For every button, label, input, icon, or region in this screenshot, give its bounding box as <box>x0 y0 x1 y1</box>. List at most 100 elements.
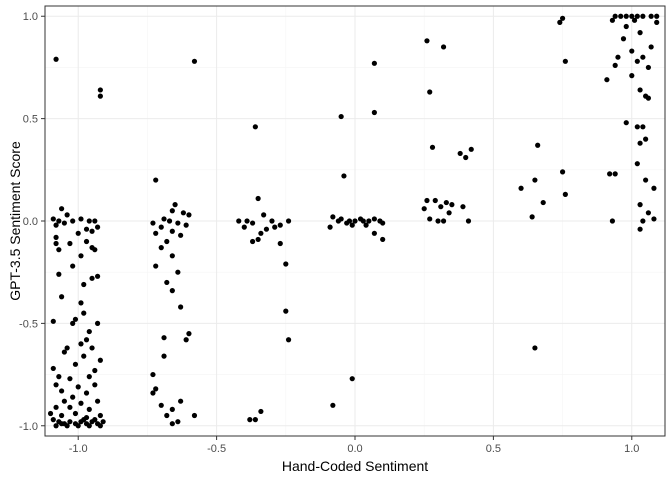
data-point <box>609 218 616 224</box>
data-point <box>637 226 643 232</box>
data-point <box>70 263 76 269</box>
data-point <box>86 218 92 224</box>
data-point <box>532 345 538 351</box>
data-point <box>640 218 646 224</box>
data-point <box>607 171 613 177</box>
y-tick-label: 1.0 <box>23 11 38 23</box>
data-point <box>648 13 654 19</box>
data-point <box>94 398 101 404</box>
data-point <box>349 376 355 382</box>
data-point <box>158 245 164 251</box>
data-point <box>89 228 95 234</box>
data-point <box>327 224 333 230</box>
x-tick-label: -1.0 <box>69 443 88 455</box>
data-point <box>629 73 635 79</box>
data-point <box>94 273 101 279</box>
data-point <box>440 218 447 224</box>
data-point <box>175 220 181 226</box>
data-point <box>169 421 175 427</box>
data-point <box>78 400 84 406</box>
data-point <box>236 218 242 224</box>
data-point <box>263 226 270 232</box>
data-point <box>371 109 377 116</box>
data-point <box>252 417 258 423</box>
data-point <box>604 77 610 83</box>
data-point <box>618 13 624 19</box>
data-point <box>175 269 181 275</box>
x-tick-label: 0.5 <box>486 443 501 455</box>
data-point <box>72 361 79 367</box>
data-point <box>440 44 447 50</box>
data-point <box>86 374 92 380</box>
data-point <box>261 212 267 218</box>
data-point <box>94 320 101 326</box>
data-point <box>634 13 640 19</box>
data-point <box>183 222 189 228</box>
data-point <box>59 206 65 212</box>
data-point <box>59 388 65 394</box>
data-point <box>161 353 167 359</box>
data-point <box>258 230 264 236</box>
y-tick-label: -0.5 <box>19 318 38 330</box>
data-point <box>161 335 167 341</box>
data-point <box>645 95 651 101</box>
data-point <box>457 150 463 157</box>
data-point <box>349 222 355 228</box>
data-point <box>283 261 289 267</box>
data-point <box>465 218 472 224</box>
data-point <box>612 13 618 19</box>
data-point <box>449 202 455 208</box>
data-point <box>78 216 84 222</box>
data-point <box>443 199 449 206</box>
data-point <box>53 423 59 429</box>
data-point <box>75 230 81 236</box>
data-point <box>559 15 566 21</box>
data-point <box>166 218 173 224</box>
data-point <box>86 423 92 429</box>
data-point <box>180 210 186 216</box>
data-point <box>78 253 84 259</box>
data-point <box>67 240 73 247</box>
data-point <box>153 177 159 183</box>
data-point <box>169 228 175 234</box>
data-point <box>172 202 178 208</box>
data-point <box>158 224 164 230</box>
data-point <box>651 185 657 191</box>
data-points <box>47 13 660 429</box>
data-point <box>352 218 358 224</box>
data-point <box>269 218 275 224</box>
data-point <box>609 17 616 23</box>
x-tick-label: 1.0 <box>624 443 639 455</box>
data-point <box>61 349 67 355</box>
data-point <box>89 275 95 281</box>
data-point <box>92 218 98 224</box>
data-point <box>380 220 386 226</box>
data-point <box>341 173 347 179</box>
data-point <box>64 212 70 218</box>
data-point <box>637 140 643 146</box>
data-point <box>178 398 184 404</box>
data-point <box>557 19 563 25</box>
data-point <box>183 337 189 343</box>
data-point <box>92 247 98 253</box>
data-point <box>277 222 283 228</box>
data-point <box>535 142 541 148</box>
data-point <box>169 406 175 412</box>
data-point <box>83 238 90 245</box>
data-point <box>427 216 433 222</box>
data-point <box>67 419 73 425</box>
data-point <box>92 417 98 423</box>
data-point <box>460 204 466 210</box>
data-point <box>94 224 101 230</box>
data-point <box>59 412 65 419</box>
x-axis-ticks: -1.0 -0.5 0.0 0.5 1.0 <box>69 436 639 455</box>
data-point <box>272 224 278 230</box>
data-point <box>164 412 170 419</box>
data-point <box>164 238 170 245</box>
data-point <box>92 367 98 374</box>
data-point <box>83 337 90 343</box>
data-point <box>643 136 649 142</box>
data-point <box>100 419 106 425</box>
data-point <box>178 304 184 310</box>
data-point <box>70 218 76 224</box>
